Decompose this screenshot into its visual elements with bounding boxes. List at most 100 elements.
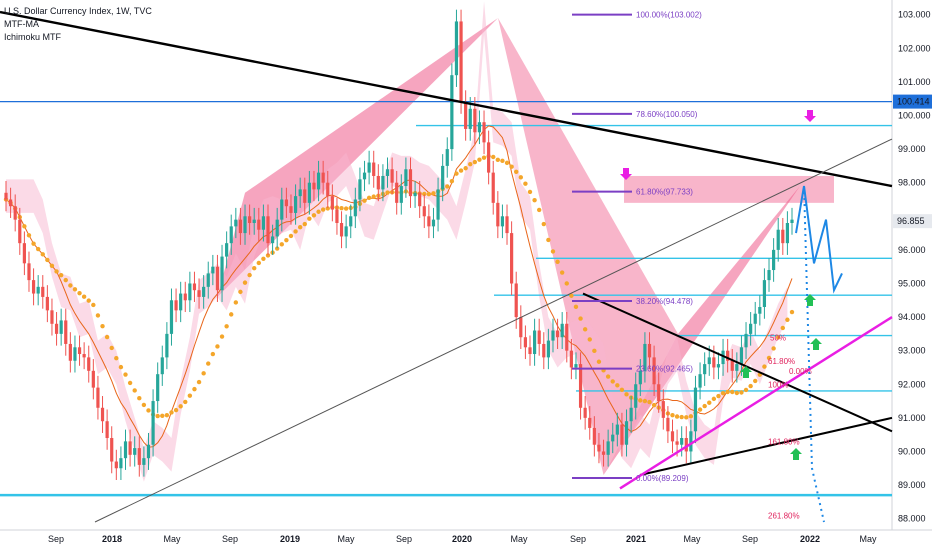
- candle-body: [597, 444, 601, 452]
- ma-slow-dot: [536, 207, 542, 213]
- candle-body: [749, 323, 753, 334]
- candle-body: [192, 283, 197, 291]
- fib-level-label: 78.60%(100.050): [636, 110, 698, 119]
- price-tick-label: 95.000: [898, 278, 926, 288]
- candle-body: [358, 179, 362, 200]
- signal-arrows: [620, 110, 822, 460]
- ma-slow-dot: [366, 195, 372, 201]
- ma-slow-dot: [91, 302, 96, 308]
- candle-body: [335, 209, 339, 224]
- ma-slow-dot: [123, 372, 128, 377]
- candle-body: [638, 370, 642, 385]
- candle-body: [280, 199, 284, 220]
- indicator-ichimoku-mtf[interactable]: Ichimoku MTF: [4, 32, 62, 42]
- ma-slow-dot: [187, 393, 193, 398]
- candle-body: [137, 448, 141, 465]
- pattern-ratio-label: 100%: [768, 381, 788, 390]
- ma-slow-dot: [238, 289, 243, 295]
- ma-slow-dot: [500, 158, 505, 164]
- candle-body: [13, 206, 17, 220]
- price-tick-label: 98.000: [898, 178, 926, 188]
- pattern-triangle-right: [603, 186, 800, 475]
- candle-body: [698, 374, 702, 388]
- candle-body: [666, 417, 670, 432]
- candle-body: [344, 226, 348, 237]
- candle-body: [657, 384, 661, 402]
- ma-slow-dot: [785, 317, 790, 322]
- ma-slow-dot: [40, 252, 45, 257]
- ma-slow-dot: [730, 389, 735, 395]
- price-tick-label: 100.000: [898, 111, 931, 121]
- ma-slow-dot: [385, 190, 390, 195]
- ma-slow-dot: [564, 281, 569, 286]
- ma-slow-dot: [311, 213, 317, 218]
- ma-slow-dot: [31, 241, 36, 246]
- ma-slow-dot: [293, 229, 298, 234]
- candle-body: [188, 283, 192, 301]
- candle-body: [59, 320, 63, 334]
- price-tick-label: 96.000: [898, 245, 926, 255]
- ma-slow-dot: [477, 157, 482, 162]
- candle-body: [362, 172, 367, 180]
- candle-body: [22, 243, 26, 264]
- ma-slow-dot: [173, 407, 179, 413]
- ma-slow-dot: [72, 287, 78, 292]
- candle-body: [523, 337, 528, 348]
- projection-zigzag: [795, 185, 843, 294]
- ma-slow-dot: [196, 379, 202, 385]
- candle-body: [551, 330, 555, 341]
- candle-body: [675, 441, 679, 445]
- pattern-ratio-label: 50%: [770, 334, 786, 343]
- time-tick-label: May: [337, 534, 355, 544]
- ma-slow-dot: [550, 249, 556, 254]
- ma-slow-dot: [739, 390, 744, 395]
- ma-slow-dot: [371, 194, 376, 199]
- ma-slow-dot: [54, 269, 59, 274]
- candle-body: [500, 216, 505, 227]
- ma-slow-dot: [233, 300, 239, 305]
- ma-slow-dot: [297, 225, 303, 230]
- ma-slow-dot: [426, 191, 432, 197]
- candle-body: [482, 122, 486, 143]
- price-tick-label: 91.000: [898, 413, 926, 423]
- candle-body: [110, 438, 114, 462]
- ma-slow-dot: [541, 221, 546, 227]
- fib-level-label: 38.20%(94.478): [636, 297, 693, 306]
- ma-slow-dot: [265, 253, 271, 258]
- candle-body: [169, 300, 174, 334]
- ma-slow-dot: [647, 399, 652, 405]
- candle-body: [601, 451, 606, 455]
- candle-body: [565, 323, 569, 351]
- ma-slow-dot: [35, 246, 41, 252]
- ma-slow-dot: [132, 388, 137, 393]
- ma-slow-dot: [109, 345, 114, 351]
- price-tick-label: 88.000: [898, 514, 926, 524]
- ma-slow-dot: [509, 164, 514, 169]
- candle-body: [574, 364, 578, 368]
- ma-slow-dot: [86, 298, 91, 303]
- ma-slow-dot: [95, 313, 101, 318]
- ma-slow-dot: [472, 159, 478, 165]
- ma-slow-dot: [702, 403, 707, 409]
- candle-body: [234, 219, 238, 227]
- ma-slow-dot: [734, 390, 740, 396]
- ma-slow-dot: [582, 327, 588, 332]
- ma-slow-dot: [624, 392, 629, 397]
- candle-body: [18, 219, 22, 244]
- ma-slow-dot: [771, 346, 776, 351]
- candle-body: [87, 357, 91, 371]
- ma-slow-dot: [58, 273, 64, 278]
- ma-slow-dot: [753, 378, 758, 384]
- candle-body: [629, 407, 633, 422]
- ma-slow-dot: [141, 402, 147, 408]
- candle-body: [257, 219, 261, 230]
- candle-body: [165, 333, 169, 358]
- time-tick-label: 2018: [102, 534, 122, 544]
- candle-body: [298, 189, 302, 197]
- candle-body: [160, 357, 164, 375]
- fib-level-label: 0.00%(89.209): [636, 474, 689, 483]
- ma-slow-dot: [77, 290, 82, 296]
- indicator-mtf-ma[interactable]: MTF-MA: [4, 19, 39, 29]
- horizontal-levels: [0, 100, 892, 497]
